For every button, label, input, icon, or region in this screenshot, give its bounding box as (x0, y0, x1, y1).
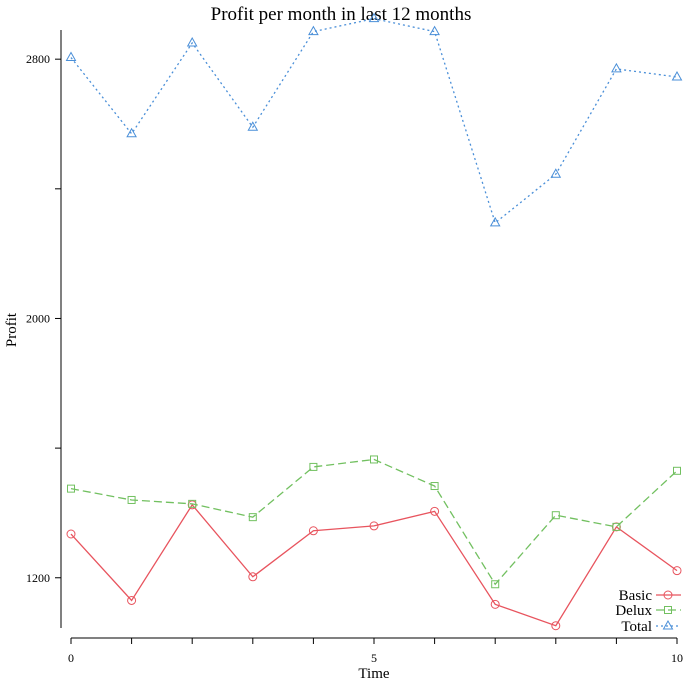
x-tick-label: 10 (671, 651, 683, 665)
data-point-delux (430, 482, 439, 491)
series-line-total (70, 17, 678, 224)
data-point-basic (430, 506, 440, 516)
y-tick-label: 2000 (26, 311, 50, 325)
chart-title: Profit per month in last 12 months (211, 4, 472, 25)
data-point-total (65, 51, 77, 62)
data-point-delux (551, 511, 560, 520)
legend-marker-basic (663, 590, 673, 600)
data-point-basic (490, 599, 500, 609)
legend-label-basic: Basic (619, 588, 653, 604)
data-point-basic (551, 621, 561, 631)
legend-label-delux: Delux (615, 603, 652, 619)
data-point-total (186, 36, 198, 47)
data-point-total (489, 216, 501, 227)
data-point-total (368, 12, 380, 23)
y-axis-ticks: 1200 2000 2800 (26, 52, 61, 585)
legend-marker-total (662, 619, 674, 630)
y-axis-label: Profit (4, 312, 20, 347)
x-tick-label: 5 (371, 651, 377, 665)
x-axis-label: Time (358, 666, 389, 682)
series-delux (67, 455, 681, 589)
data-point-total (429, 25, 440, 36)
x-tick-label: 0 (68, 651, 74, 665)
series-total (65, 12, 683, 227)
data-point-total (671, 70, 683, 81)
data-point-delux (67, 484, 75, 493)
series-group (65, 12, 683, 631)
data-point-delux (188, 499, 197, 508)
data-point-basic (248, 572, 258, 582)
data-point-delux (491, 580, 500, 589)
legend-marker-delux (664, 606, 672, 614)
data-point-total (308, 25, 319, 36)
data-point-basic (66, 529, 76, 539)
data-point-delux (673, 466, 681, 475)
x-axis-ticks: 0 5 10 (68, 638, 683, 665)
data-point-delux (612, 522, 621, 531)
data-point-delux (127, 495, 136, 504)
y-tick-label: 1200 (26, 571, 50, 585)
data-point-total (550, 168, 562, 178)
data-point-basic (369, 521, 379, 531)
data-point-total (126, 127, 137, 138)
data-point-total (247, 121, 259, 131)
data-point-basic (672, 566, 682, 576)
data-point-basic (127, 595, 137, 605)
y-tick-label: 2800 (26, 52, 50, 66)
data-point-total (611, 62, 622, 73)
series-line-basic (70, 503, 678, 627)
legend-label-total: Total (621, 619, 652, 635)
data-point-delux (370, 455, 378, 464)
data-point-delux (309, 462, 318, 471)
data-point-delux (248, 513, 257, 522)
series-basic (66, 500, 682, 631)
series-line-delux (70, 458, 678, 586)
data-point-basic (308, 526, 318, 536)
